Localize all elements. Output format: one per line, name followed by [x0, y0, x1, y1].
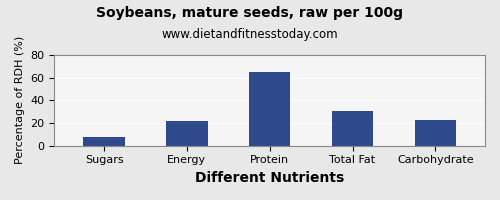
Bar: [249, 72, 290, 146]
Text: www.dietandfitnesstoday.com: www.dietandfitnesstoday.com: [162, 28, 338, 41]
Bar: [166, 121, 207, 146]
Y-axis label: Percentage of RDH (%): Percentage of RDH (%): [15, 36, 25, 164]
Bar: [332, 111, 373, 146]
X-axis label: Different Nutrients: Different Nutrients: [195, 171, 344, 185]
Text: Soybeans, mature seeds, raw per 100g: Soybeans, mature seeds, raw per 100g: [96, 6, 404, 20]
Bar: [84, 137, 125, 146]
Bar: [414, 120, 456, 146]
